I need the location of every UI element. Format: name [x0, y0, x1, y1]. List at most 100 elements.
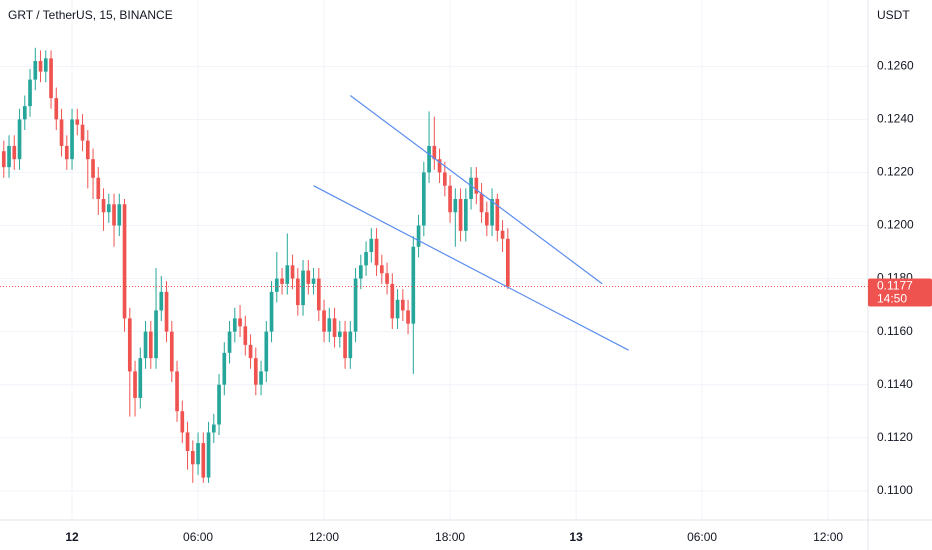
candle-body [432, 145, 437, 160]
candle-body [49, 58, 53, 99]
candle-body [416, 225, 421, 247]
candle-body [148, 331, 153, 359]
candle-body [117, 204, 122, 226]
candle-body [379, 265, 384, 274]
candle-body [206, 432, 211, 478]
candle-body [269, 291, 274, 332]
candle-body [458, 198, 463, 231]
candle-body [64, 145, 69, 160]
candle-body [442, 172, 447, 186]
x-tick-label: 12 [65, 530, 79, 544]
candle-body [7, 145, 11, 168]
candle-body [500, 230, 505, 239]
chart-title: GRT / TetherUS, 15, BINANCE [8, 8, 173, 22]
trend-line [313, 185, 629, 351]
candle-body [33, 61, 38, 80]
candle-body [400, 299, 405, 311]
candle-body [96, 177, 101, 199]
candle-body [369, 238, 374, 253]
candle-body [348, 331, 353, 359]
candle-body [190, 451, 195, 465]
candle-body [505, 238, 510, 287]
y-tick-label: 0.1220 [877, 165, 914, 179]
candle-body [59, 119, 64, 146]
candle-body [54, 98, 59, 120]
candle-body [138, 358, 143, 398]
y-tick-label: 0.1200 [877, 218, 914, 232]
y-tick-label: 0.1260 [877, 58, 914, 72]
candle-body [301, 270, 305, 306]
candle-body [12, 145, 17, 160]
last-price-label: 0.1177 [877, 279, 913, 293]
candles [1, 47, 510, 483]
candle-body [222, 352, 227, 385]
x-tick-label: 13 [569, 530, 583, 544]
candle-body [385, 273, 389, 284]
candle-body [437, 159, 442, 173]
x-tick-label: 06:00 [687, 530, 717, 544]
candle-body [227, 331, 232, 353]
candle-body [259, 371, 263, 385]
candle-body [469, 177, 473, 199]
candle-body [285, 265, 290, 284]
candle-body [169, 331, 174, 372]
candle-body [180, 411, 185, 433]
candle-body [343, 331, 347, 359]
candle-body [38, 61, 43, 72]
candle-body [159, 291, 164, 311]
candle-body [28, 79, 32, 107]
candle-body [411, 246, 416, 324]
candle-body [448, 185, 452, 213]
y-axis-label: USDT [877, 8, 910, 22]
candle-body [327, 318, 332, 332]
candle-body [290, 265, 295, 279]
overlays [0, 95, 868, 351]
candle-body [421, 172, 426, 226]
candle-body [406, 310, 410, 324]
y-tick-label: 0.1120 [877, 430, 913, 444]
candle-body [253, 358, 258, 385]
candle-body [85, 140, 90, 160]
x-tick-label: 18:00 [435, 530, 465, 544]
candle-body [474, 177, 479, 194]
candle-body [322, 310, 326, 332]
candle-body [143, 331, 148, 359]
candle-body [91, 159, 95, 178]
candle-body [311, 278, 316, 284]
candle-body [80, 124, 85, 141]
candle-body [358, 265, 363, 279]
candle-body [395, 299, 400, 319]
candle-body [306, 270, 311, 284]
candle-body [316, 278, 321, 311]
candle-body [75, 119, 80, 125]
candle-body [390, 283, 395, 319]
y-tick-label: 0.1140 [877, 377, 913, 391]
trend-line [349, 95, 603, 285]
candle-body [185, 432, 190, 452]
candle-body [463, 198, 468, 231]
candle-body [332, 318, 337, 337]
candle-body [453, 198, 458, 213]
candle-body [201, 443, 206, 478]
candle-body [211, 424, 216, 433]
candle-body [243, 326, 248, 345]
candle-body [232, 318, 237, 332]
candle-body [43, 58, 48, 72]
candle-body [127, 318, 132, 372]
candle-body [164, 291, 169, 332]
last-price-tag [868, 278, 932, 307]
candle-body [364, 252, 368, 266]
candle-body [22, 106, 27, 120]
x-tick-label: 12:00 [309, 530, 339, 544]
y-tick-label: 0.1100 [877, 483, 913, 497]
candle-body [122, 204, 127, 319]
candle-body [427, 145, 431, 173]
y-tick-label: 0.1160 [877, 324, 913, 338]
candle-body [133, 371, 137, 398]
candle-body [264, 331, 269, 372]
candle-body [495, 198, 500, 231]
candle-body [353, 278, 358, 332]
grid [0, 0, 868, 520]
